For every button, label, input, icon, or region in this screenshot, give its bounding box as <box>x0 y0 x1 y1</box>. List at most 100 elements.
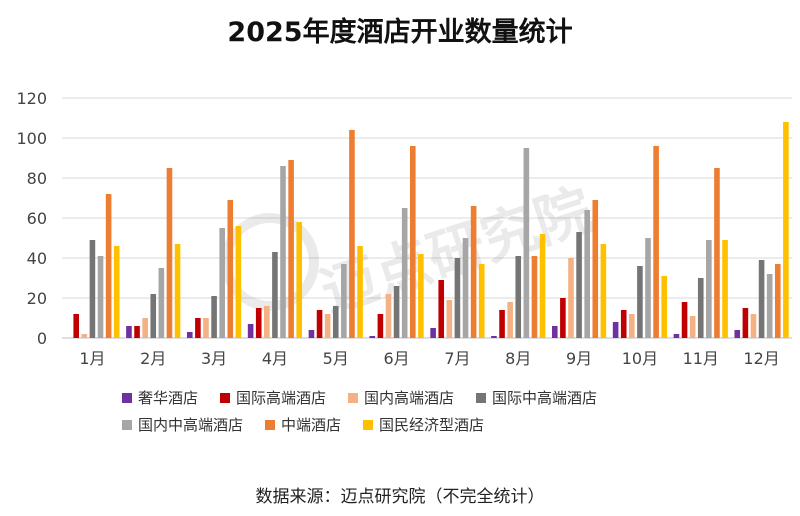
bar <box>612 322 619 338</box>
bars <box>73 122 789 338</box>
bar <box>324 314 331 338</box>
bar <box>418 254 424 338</box>
bar <box>629 314 635 338</box>
bar <box>653 146 659 338</box>
x-tick-label: 8月 <box>505 349 531 368</box>
bar <box>592 200 599 338</box>
bar <box>637 266 643 338</box>
bar <box>766 274 773 338</box>
bar <box>89 240 96 338</box>
bar <box>560 298 566 338</box>
bar <box>219 228 225 338</box>
x-tick-label: 1月 <box>79 349 105 368</box>
y-tick-label: 80 <box>27 169 47 188</box>
bar <box>288 160 294 338</box>
bar <box>661 276 668 338</box>
bar <box>645 238 651 338</box>
bar <box>551 326 558 338</box>
bar <box>742 308 749 338</box>
bar <box>105 194 112 338</box>
bar <box>280 166 286 338</box>
bar <box>369 336 376 338</box>
bar <box>341 264 347 338</box>
legend-item: 国民经济型酒店 <box>363 414 484 435</box>
bar <box>734 330 741 338</box>
legend-label: 中端酒店 <box>281 416 342 434</box>
bar <box>158 268 165 338</box>
bar <box>126 326 132 338</box>
bar <box>568 258 574 338</box>
x-tick-label: 5月 <box>323 349 349 368</box>
x-tick-label: 12月 <box>743 349 779 368</box>
legend-swatch <box>476 392 487 403</box>
y-axis-ticks: 0 20 40 60 80 100 120 <box>16 89 47 348</box>
bar <box>750 314 757 338</box>
legend-item: 国内中高端酒店 <box>122 414 243 435</box>
bar <box>706 240 712 338</box>
legend-swatch <box>220 392 231 403</box>
bar <box>491 336 497 338</box>
bar <box>539 234 546 338</box>
bar <box>296 222 303 338</box>
legend-item: 国际中高端酒店 <box>476 387 597 408</box>
bar <box>349 130 355 338</box>
bar <box>377 314 384 338</box>
bar <box>470 206 477 338</box>
legend-row: 奢华酒店 国际高端酒店 国内高端酒店 国际中高端酒店 <box>122 384 722 411</box>
bar <box>531 256 538 338</box>
bar <box>81 334 88 338</box>
bar <box>620 310 627 338</box>
legend-row: 国内中高端酒店 中端酒店 国民经济型酒店 <box>122 411 722 438</box>
bar <box>462 238 469 338</box>
legend-swatch <box>348 392 359 403</box>
bar <box>673 334 680 338</box>
legend-swatch <box>122 419 132 430</box>
bar <box>523 148 530 338</box>
legend-label: 国民经济型酒店 <box>379 416 485 434</box>
x-tick-label: 11月 <box>683 349 719 368</box>
bar <box>714 168 720 338</box>
bar <box>600 244 607 338</box>
bar <box>97 256 104 338</box>
bar <box>774 264 781 338</box>
bar <box>174 244 181 338</box>
legend-label: 国际高端酒店 <box>236 389 327 407</box>
legend-item: 国际高端酒店 <box>220 387 326 408</box>
bar <box>783 122 789 338</box>
bar <box>385 294 392 338</box>
bar <box>689 316 696 338</box>
bar <box>409 146 416 338</box>
bar <box>227 200 234 338</box>
bar <box>255 308 262 338</box>
bar <box>758 260 765 338</box>
bar <box>584 210 590 338</box>
legend-item: 奢华酒店 <box>122 387 198 408</box>
chart-title: 2025年度酒店开业数量统计 <box>227 17 573 48</box>
bar <box>264 306 270 338</box>
bar <box>430 328 436 338</box>
legend-label: 国内高端酒店 <box>364 389 455 407</box>
x-tick-label: 2月 <box>140 349 166 368</box>
grid-lines <box>62 97 792 339</box>
bar <box>142 318 148 338</box>
y-tick-label: 20 <box>27 289 47 308</box>
x-tick-label: 7月 <box>444 349 470 368</box>
x-tick-label: 10月 <box>622 349 658 368</box>
bar <box>272 252 278 338</box>
legend-swatch <box>363 419 374 430</box>
bar <box>150 294 157 338</box>
x-axis-ticks: 1月 2月 3月 4月 5月 6月 7月 8月 9月 10月 11月 12月 <box>79 349 779 368</box>
bar <box>247 324 254 338</box>
legend-item: 中端酒店 <box>265 414 341 435</box>
bar <box>576 232 582 338</box>
legend-swatch <box>122 392 132 403</box>
bar <box>113 246 120 338</box>
bar <box>308 330 315 338</box>
x-tick-label: 3月 <box>201 349 227 368</box>
bar <box>332 306 339 338</box>
bar <box>186 332 193 338</box>
legend-label: 奢华酒店 <box>138 389 199 407</box>
x-tick-label: 9月 <box>566 349 592 368</box>
y-tick-label: 40 <box>27 249 47 268</box>
